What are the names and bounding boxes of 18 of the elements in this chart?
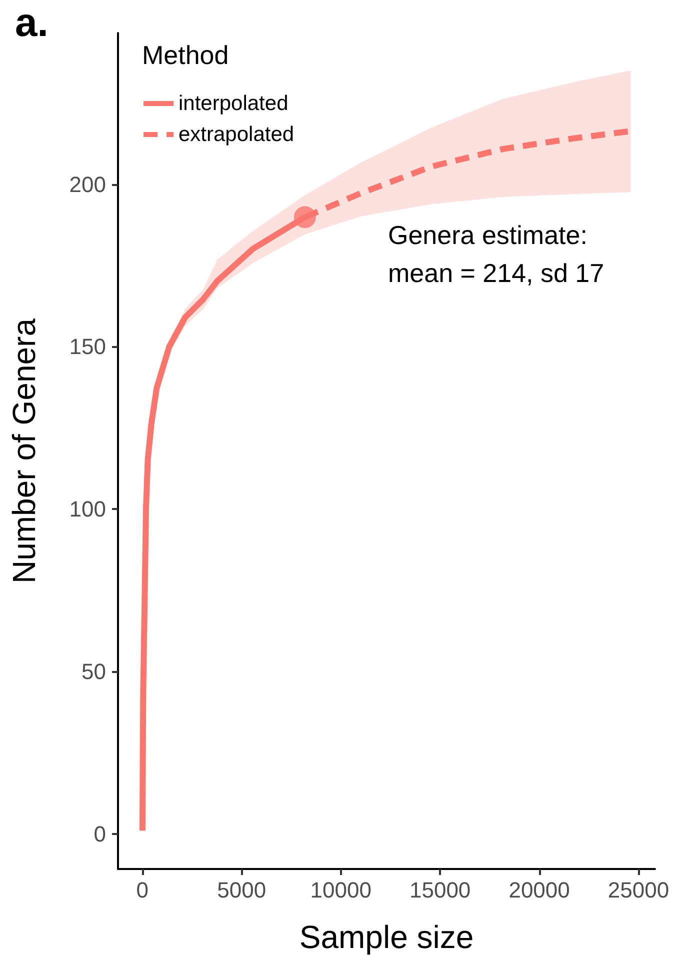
- legend-title: Method: [142, 40, 229, 70]
- y-tick-label: 100: [69, 496, 106, 522]
- x-tick-label: 0: [136, 878, 149, 902]
- legend-label: interpolated: [178, 92, 288, 115]
- y-tick-label: 0: [94, 821, 106, 846]
- x-tick-label: 20000: [508, 878, 570, 902]
- x-tick-label: 15000: [409, 878, 471, 902]
- y-tick-label: 150: [69, 334, 106, 360]
- x-axis-title: Sample size: [299, 919, 474, 955]
- chart-title: a.: [15, 1, 48, 45]
- annotation: Genera estimate: mean = 214, sd 17: [388, 220, 604, 288]
- x-tick-label: 5000: [217, 878, 266, 902]
- x-tick-label: 10000: [310, 878, 372, 902]
- y-axis-title: Number of Genera: [6, 318, 42, 584]
- x-tick-label: 25000: [608, 878, 670, 902]
- y-tick-label: 50: [82, 659, 106, 684]
- y-tick-label: 200: [69, 172, 106, 197]
- legend-label: extrapolated: [178, 123, 294, 146]
